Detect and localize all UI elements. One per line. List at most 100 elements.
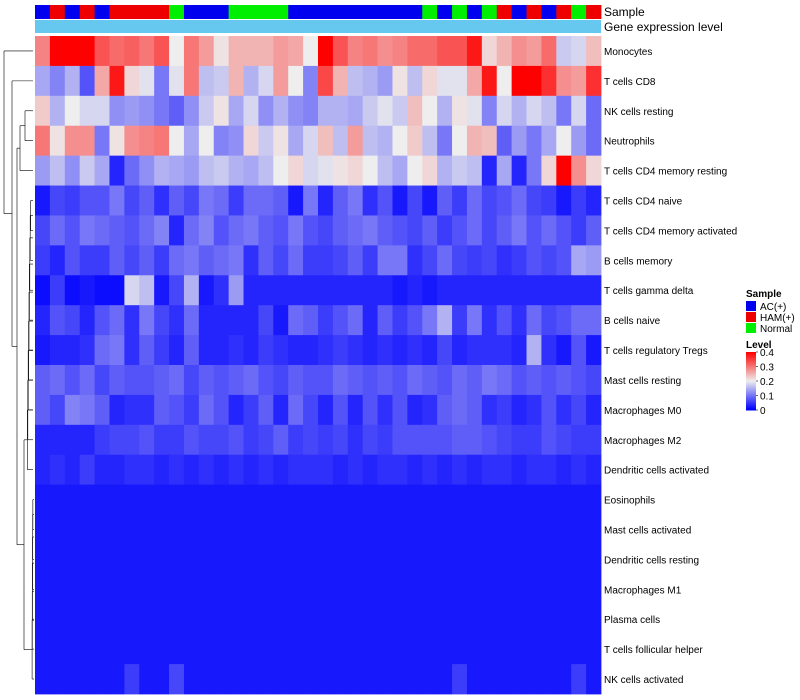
row-label: B cells naive bbox=[604, 316, 661, 327]
row-label: Eosinophils bbox=[604, 496, 655, 507]
legend-gradient-step bbox=[746, 356, 756, 358]
heatmap-cell bbox=[109, 394, 125, 426]
heatmap-cell bbox=[481, 65, 498, 97]
heatmap-cell bbox=[154, 484, 170, 515]
legend-gradient-step bbox=[746, 376, 756, 378]
heatmap-cell bbox=[422, 36, 438, 67]
heatmap-cell bbox=[347, 634, 364, 665]
heatmap-cell bbox=[169, 65, 185, 97]
heatmap-cell bbox=[571, 245, 587, 276]
heatmap-cell bbox=[243, 664, 259, 695]
heatmap-cell bbox=[64, 394, 81, 426]
heatmap-cell bbox=[481, 215, 498, 246]
heatmap-cell bbox=[511, 604, 527, 635]
heatmap-cell bbox=[213, 95, 230, 127]
heatmap-cell bbox=[154, 36, 170, 67]
heatmap-cell bbox=[64, 95, 81, 127]
heatmap-cell bbox=[347, 424, 364, 456]
heatmap-cell bbox=[124, 335, 140, 366]
heatmap-cell bbox=[526, 544, 542, 575]
heatmap-cell bbox=[169, 245, 185, 276]
legend-gradient-step bbox=[746, 373, 756, 375]
heatmap-cell bbox=[183, 155, 200, 186]
heatmap-cell bbox=[571, 365, 587, 396]
heatmap-cell bbox=[392, 245, 408, 276]
heatmap-cell bbox=[169, 365, 185, 396]
heatmap-cell bbox=[347, 125, 364, 157]
expression-track-label: Gene expression level bbox=[604, 20, 723, 34]
heatmap-cell bbox=[94, 335, 110, 366]
heatmap-cell bbox=[139, 215, 155, 246]
heatmap-cell bbox=[362, 574, 378, 605]
heatmap-cell bbox=[198, 245, 215, 276]
heatmap-cell bbox=[79, 245, 95, 276]
heatmap-cell bbox=[49, 574, 66, 605]
sample-annotation-cell bbox=[437, 5, 453, 19]
heatmap-cell bbox=[35, 394, 51, 426]
heatmap-cell bbox=[347, 664, 364, 695]
heatmap-cell bbox=[481, 514, 498, 545]
heatmap-cell bbox=[496, 215, 513, 246]
heatmap-cell bbox=[273, 275, 289, 306]
sample-annotation-cell bbox=[377, 5, 393, 19]
heatmap-cell bbox=[94, 155, 110, 186]
heatmap-cell bbox=[49, 484, 66, 515]
heatmap-cell bbox=[183, 65, 200, 97]
heatmap-cell bbox=[49, 245, 66, 276]
heatmap-cell bbox=[183, 454, 200, 486]
heatmap-cell bbox=[243, 125, 259, 157]
heatmap-cell bbox=[362, 125, 378, 157]
heatmap-cell bbox=[124, 215, 140, 246]
legend-gradient-step bbox=[746, 375, 756, 377]
heatmap-cell bbox=[273, 245, 289, 276]
heatmap-cell bbox=[303, 245, 319, 276]
heatmap-cell bbox=[481, 36, 498, 67]
heatmap-cell bbox=[124, 514, 140, 545]
legend-swatch bbox=[746, 323, 756, 333]
heatmap-cell bbox=[571, 275, 587, 306]
heatmap-cell bbox=[466, 65, 483, 97]
heatmap-cell bbox=[243, 65, 259, 97]
heatmap-cell bbox=[452, 484, 468, 515]
heatmap-cell bbox=[303, 394, 319, 426]
sample-annotation-cell bbox=[49, 5, 66, 19]
legend-tick-label: 0.4 bbox=[760, 348, 774, 359]
heatmap-cell bbox=[452, 305, 468, 336]
row-dendrogram bbox=[3, 50, 34, 680]
heatmap-cell bbox=[198, 454, 215, 486]
heatmap-cell bbox=[407, 305, 423, 336]
heatmap-cell bbox=[437, 365, 453, 396]
heatmap-cell bbox=[169, 664, 185, 695]
heatmap-cell bbox=[571, 305, 587, 336]
heatmap-cell bbox=[213, 185, 230, 216]
heatmap-cell bbox=[243, 185, 259, 216]
heatmap-cell bbox=[109, 335, 125, 366]
heatmap-cell bbox=[35, 514, 51, 545]
heatmap-cell bbox=[139, 305, 155, 336]
legend-tick-label: 0.1 bbox=[760, 392, 774, 403]
heatmap-cell bbox=[35, 604, 51, 635]
heatmap-cell bbox=[511, 544, 527, 575]
heatmap-cell bbox=[139, 36, 155, 67]
heatmap-cell bbox=[437, 305, 453, 336]
heatmap-cell bbox=[362, 424, 378, 456]
heatmap-cell bbox=[556, 65, 572, 97]
heatmap-cell bbox=[466, 574, 483, 605]
heatmap-cell bbox=[481, 394, 498, 426]
heatmap-cell bbox=[332, 604, 349, 635]
heatmap-cell bbox=[556, 394, 572, 426]
legend-gradient-step bbox=[746, 387, 756, 389]
heatmap-cell bbox=[198, 365, 215, 396]
heatmap-cell bbox=[228, 424, 244, 456]
legend-gradient-step bbox=[746, 381, 756, 383]
heatmap-cell bbox=[332, 424, 349, 456]
sample-annotation-track bbox=[35, 5, 602, 19]
legend-sample-label: HAM(+) bbox=[760, 313, 795, 324]
heatmap-cell bbox=[526, 65, 542, 97]
heatmap-cell bbox=[571, 125, 587, 157]
heatmap-cell bbox=[541, 305, 557, 336]
heatmap-cell bbox=[303, 544, 319, 575]
heatmap-cell bbox=[273, 365, 289, 396]
row-label: T cells CD4 memory activated bbox=[604, 226, 737, 237]
heatmap-cell bbox=[511, 36, 527, 67]
